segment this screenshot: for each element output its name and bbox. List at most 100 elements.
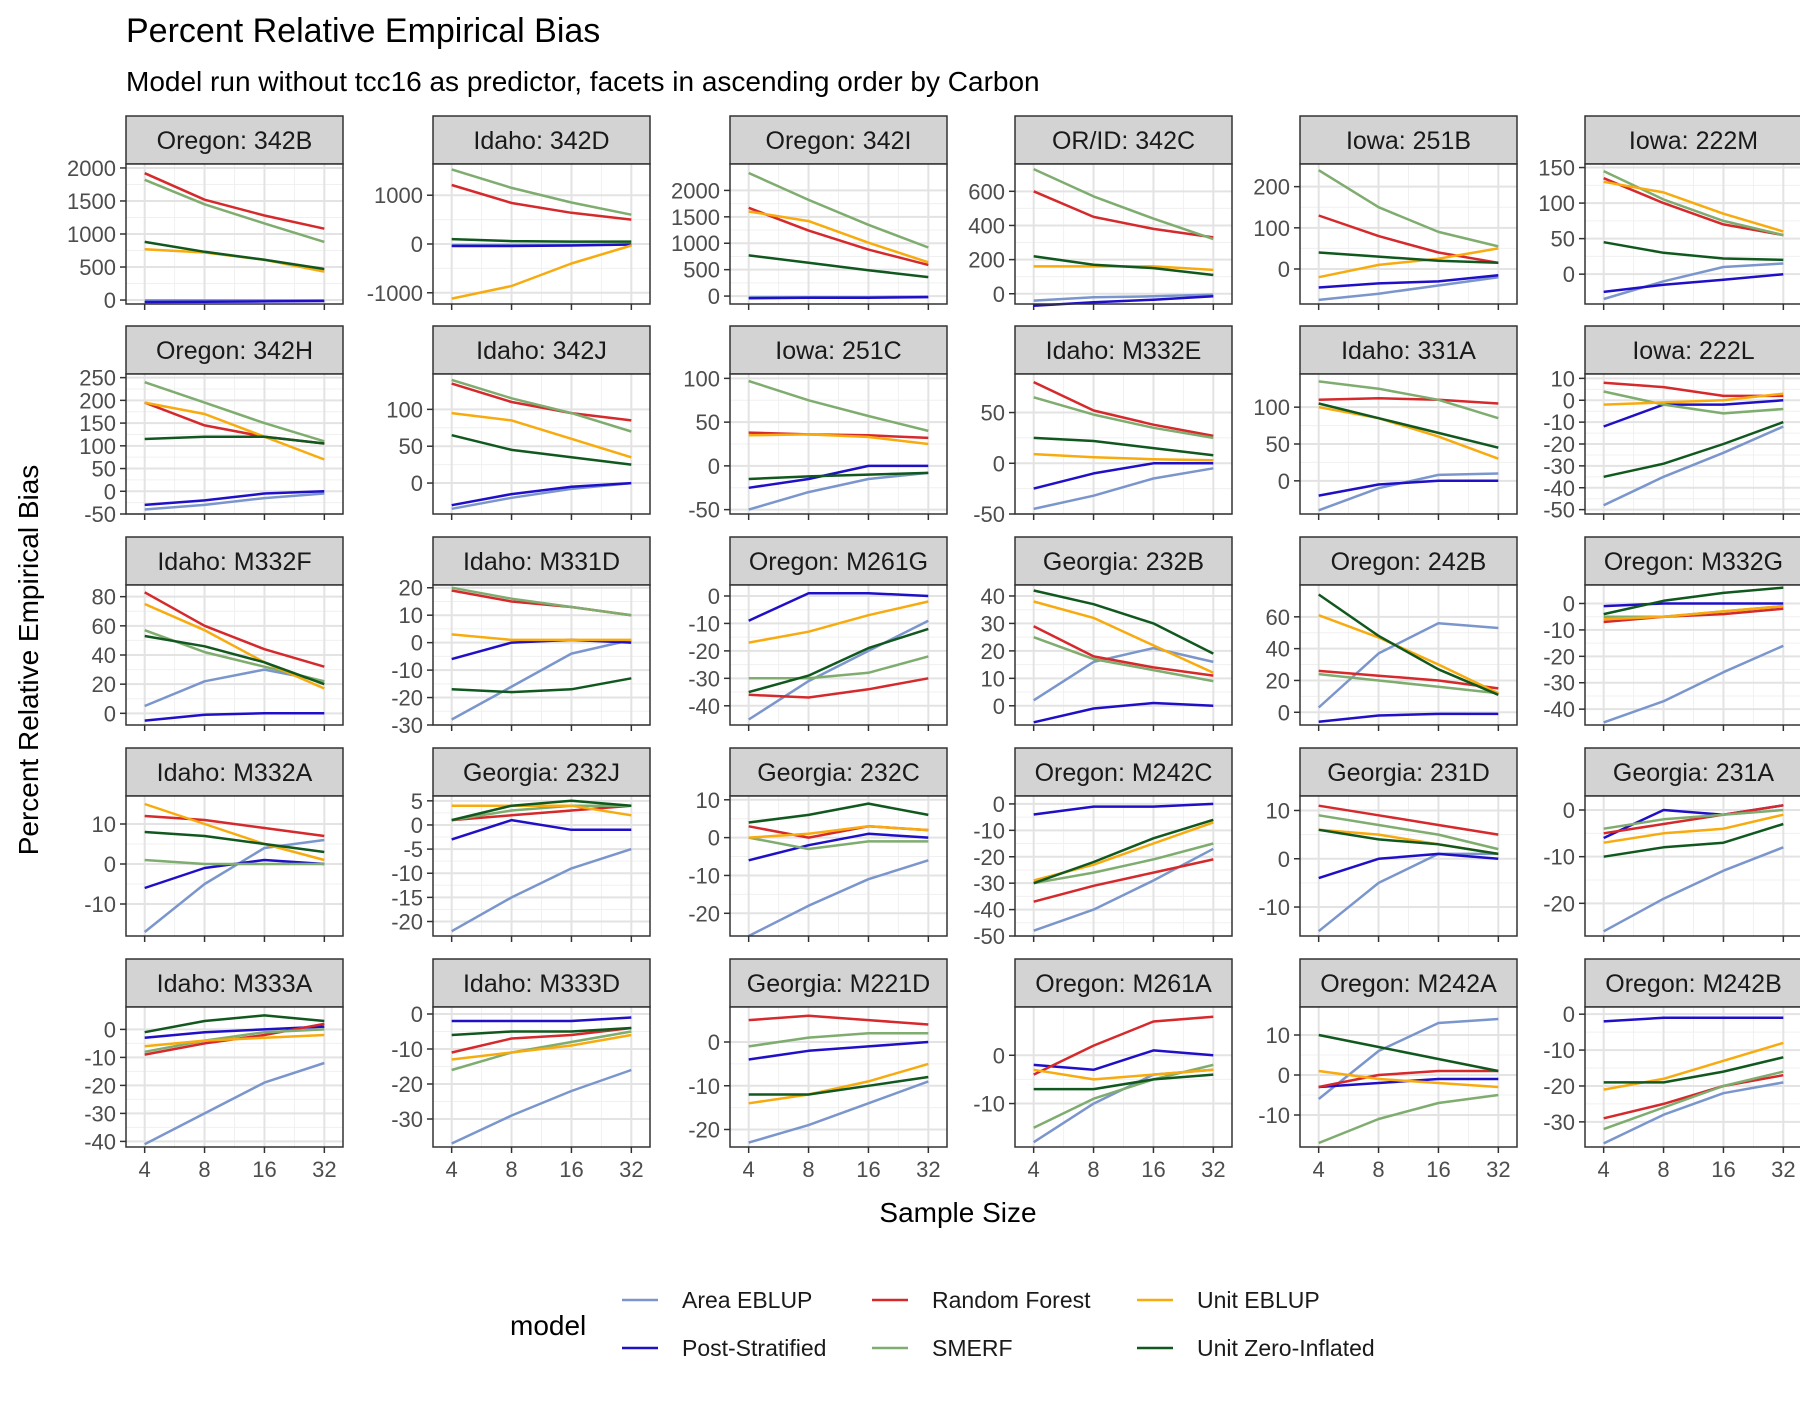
y-tick-label: -10	[391, 1037, 423, 1062]
facet-iowa-222m: Iowa: 222M 0 50 100 150	[1538, 115, 1800, 310]
y-tick-label: -10	[973, 1092, 1005, 1117]
facet-title: Iowa: 222L	[1632, 337, 1754, 365]
y-tick-label: 250	[79, 366, 116, 391]
panel-border	[432, 163, 651, 305]
legend-item-unit-eblup: Unit EBLUP	[1137, 1287, 1320, 1313]
y-tick-label: 0	[993, 694, 1005, 719]
y-tick-label: 0	[993, 451, 1005, 476]
facet-title: Idaho: M333D	[463, 970, 620, 998]
facet-strip	[1014, 958, 1233, 1008]
series-line-unit-zero-inflated	[748, 254, 929, 279]
series-line-unit-eblup	[1603, 813, 1784, 844]
facet-idaho-m332f: Idaho: M332F 0 20 40 60 80	[92, 536, 344, 731]
series-line-random-forest	[1603, 607, 1784, 624]
series-line-unit-eblup	[748, 210, 929, 264]
facet-strip	[125, 747, 344, 797]
facet-strip	[432, 747, 651, 797]
x-tick-label: 32	[916, 1157, 940, 1182]
series-line-random-forest	[1033, 1015, 1214, 1076]
panel-border	[125, 795, 344, 937]
facet-idaho-m332e: Idaho: M332E -50 0 50	[973, 325, 1233, 527]
facet-georgia-232j: Georgia: 232J -20-15-10-505	[391, 747, 651, 942]
y-tick-label: -5	[403, 837, 423, 862]
series-line-unit-eblup	[451, 411, 632, 459]
facet-title: Idaho: M331D	[463, 548, 620, 576]
y-tick-label: 0	[993, 282, 1005, 307]
series-line-unit-zero-inflated	[1033, 1073, 1214, 1091]
legend-item-unit-zero-inflated: Unit Zero-Inflated	[1137, 1335, 1375, 1361]
y-tick-label: 150	[1538, 156, 1575, 181]
facet-georgia-231a: Georgia: 231A -20 -10 0	[1543, 747, 1800, 942]
series-line-unit-zero-inflated	[1033, 436, 1214, 457]
panel-border	[125, 584, 344, 726]
y-tick-label: -20	[84, 1073, 116, 1098]
y-tick-label: -30	[1543, 671, 1575, 696]
panel-border	[1584, 163, 1800, 305]
series-line-smerf	[1603, 169, 1784, 237]
y-tick-label: 600	[968, 179, 1005, 204]
series-line-unit-zero-inflated	[1318, 402, 1499, 449]
facet-strip	[1299, 115, 1518, 165]
facet-georgia-232c: Georgia: 232C -20 -10 0 10	[688, 747, 948, 942]
series-line-post-stratified	[451, 638, 632, 661]
facet-strip	[432, 115, 651, 165]
panel-border	[1014, 163, 1233, 305]
facet-title: Georgia: M221D	[747, 970, 930, 998]
y-tick-label: 0	[411, 471, 423, 496]
facet-strip	[729, 536, 948, 586]
y-tick-label: -10	[1258, 895, 1290, 920]
series-line-smerf	[1033, 167, 1214, 241]
legend-label: Unit EBLUP	[1197, 1287, 1320, 1313]
facet-idaho-342d: Idaho: 342D -1000 0 1000	[367, 115, 651, 310]
facet-idaho-m332a: Idaho: M332A -10 0 10	[84, 747, 344, 942]
series-line-unit-eblup	[1033, 600, 1214, 674]
facet-title: Oregon: M242C	[1035, 759, 1213, 787]
facet-title: Idaho: M332F	[157, 548, 311, 576]
x-tick-label: 4	[1028, 1157, 1040, 1182]
series-line-random-forest	[748, 677, 929, 699]
y-axis-label: Percent Relative Empirical Bias	[13, 465, 44, 856]
series-line-post-stratified	[144, 299, 325, 304]
facet-oregon-m332g: Oregon: M332G -40-30-20-100	[1543, 536, 1800, 731]
y-tick-label: 500	[79, 255, 116, 280]
y-tick-label: -30	[688, 666, 720, 691]
series-line-area-eblup	[1033, 847, 1214, 932]
y-tick-label: 20	[981, 639, 1005, 664]
facet-title: Oregon: 342H	[156, 337, 313, 365]
series-line-smerf	[748, 1032, 929, 1048]
y-tick-label: -50	[84, 502, 116, 527]
series-line-unit-eblup	[748, 825, 929, 839]
y-tick-label: 40	[1266, 637, 1290, 662]
series-line-smerf	[451, 804, 632, 822]
facet-title: Idaho: 342D	[473, 127, 609, 155]
facet-title: Oregon: M242A	[1320, 970, 1497, 998]
y-tick-label: 0	[1278, 257, 1290, 282]
y-tick-label: 400	[968, 213, 1005, 238]
x-tick-label: 32	[1201, 1157, 1225, 1182]
y-tick-label: 0	[104, 1017, 116, 1042]
facet-strip	[125, 325, 344, 375]
y-tick-label: 0	[1278, 469, 1290, 494]
panel-border	[729, 584, 948, 726]
panel-border	[1299, 795, 1518, 937]
y-tick-label: -20	[1543, 644, 1575, 669]
facet-strip	[1014, 536, 1233, 586]
x-tick-label: 32	[312, 1157, 336, 1182]
y-tick-label: 0	[1563, 388, 1575, 413]
facet-title: Iowa: 251B	[1346, 127, 1471, 155]
y-tick-label: -20	[688, 901, 720, 926]
series-line-smerf	[1318, 380, 1499, 420]
series-line-unit-zero-inflated	[451, 799, 632, 822]
legend-label: Post-Stratified	[682, 1335, 826, 1361]
panel-border	[1014, 373, 1233, 515]
y-tick-label: 0	[993, 1043, 1005, 1068]
series-line-post-stratified	[748, 591, 929, 622]
panel-border	[1584, 373, 1800, 515]
x-tick-label: 16	[856, 1157, 880, 1182]
y-tick-label: -10	[1543, 410, 1575, 435]
panel-border	[1014, 584, 1233, 726]
series-line-area-eblup	[1033, 293, 1214, 302]
